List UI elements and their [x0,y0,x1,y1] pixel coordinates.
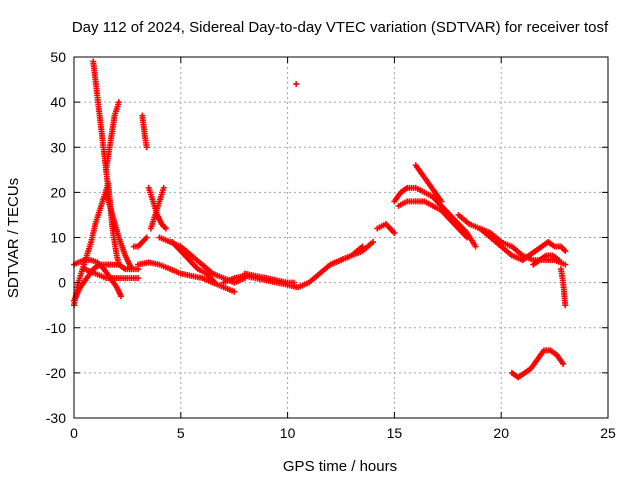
series-arc-q [293,81,300,88]
x-tick-label: 5 [177,425,185,441]
y-tick-label: 20 [50,184,66,200]
series-arc-p [241,270,298,286]
series-arc-z [519,239,569,264]
y-axis-label: SDTVAR / TECUs [5,178,22,298]
data-point [555,257,562,264]
chart-title: Day 112 of 2024, Sidereal Day-to-day VTE… [72,19,609,36]
data-point [293,81,300,88]
series-arc-v [395,198,471,241]
data-point [105,184,112,191]
data-point [115,99,122,106]
x-tick-label: 15 [387,425,403,441]
series-arc-ab [558,266,569,309]
data-point [562,248,569,255]
data-point [370,239,377,246]
series-arc-ac [508,347,567,381]
y-tick-label: 50 [50,49,66,65]
grid [74,57,608,418]
data-point [135,275,142,282]
y-tick-label: 0 [58,275,66,291]
data-point [391,229,398,236]
series-arc-s [327,243,366,268]
y-tick-label: -30 [46,410,66,426]
y-tick-label: 40 [50,94,66,110]
series-arc-c [103,99,122,173]
data-point [211,279,218,286]
series-arc-h [139,112,150,151]
x-tick-label: 25 [600,425,616,441]
y-tick-label: 10 [50,230,66,246]
axis-ticks: 0 5 10 15 20 25 -30 -20 -10 0 10 20 30 40 50 [46,49,616,441]
series-arc-w [412,162,445,205]
x-tick-label: 0 [70,425,78,441]
data-point [231,288,238,295]
data-point [117,293,124,300]
data-point [562,261,569,268]
x-axis-label: GPS time / hours [283,458,397,475]
data-point [359,243,366,250]
series-arc-b [90,58,112,191]
series-arc-j [147,184,167,232]
x-tick-label: 20 [493,425,509,441]
series-arc-aa [530,252,562,268]
series-arc-t [374,220,398,236]
data-point [143,144,150,151]
series-arc-g [81,266,142,282]
series-arc-f [103,189,135,273]
data-point [128,266,135,273]
y-tick-label: 30 [50,139,66,155]
data-point [162,225,169,232]
series-arc-k [130,234,150,250]
x-tick-label: 10 [280,425,296,441]
data-points [71,58,569,381]
data-point [562,302,569,309]
series-arc-l [135,259,238,295]
series-arc-n [169,239,218,286]
data-point [160,184,167,191]
data-point [291,279,298,286]
data-point [143,234,150,241]
y-tick-label: -10 [46,320,66,336]
data-point [464,234,471,241]
data-point [438,198,445,205]
data-point [472,243,479,250]
y-tick-label: -20 [46,365,66,381]
data-point [560,360,567,367]
